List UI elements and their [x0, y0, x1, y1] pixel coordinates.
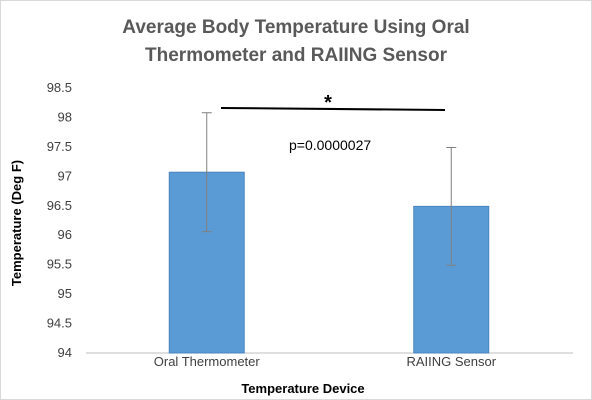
- y-tick-label: 95: [58, 286, 72, 301]
- x-tick-label: Oral Thermometer: [154, 354, 261, 369]
- y-tick-label: 97: [58, 168, 72, 183]
- y-tick-label: 97.5: [47, 139, 72, 154]
- y-tick-label: 96.5: [47, 198, 72, 213]
- y-tick-label: 95.5: [47, 257, 72, 272]
- y-axis-ticks: 94 94.5 95 95.5 96 96.5 97 97.5 98 98.5: [47, 80, 72, 360]
- significance-line: [220, 107, 446, 111]
- y-tick-label: 98: [58, 109, 72, 124]
- y-tick-label: 94: [58, 345, 72, 360]
- error-bars-group: [201, 112, 457, 266]
- bars-group: [168, 171, 490, 354]
- x-axis-ticks: Oral Thermometer RAIING Sensor: [154, 354, 497, 369]
- x-axis-title: Temperature Device: [241, 381, 364, 396]
- chart-title-line-2: Thermometer and RAIING Sensor: [145, 45, 448, 66]
- y-axis-title: Temperature (Deg F): [9, 160, 24, 286]
- significance-star: *: [324, 92, 332, 114]
- y-tick-label: 94.5: [47, 316, 72, 331]
- x-tick-label: RAIING Sensor: [406, 354, 496, 369]
- p-value-label: p=0.0000027: [289, 137, 371, 153]
- y-tick-label: 98.5: [47, 80, 72, 95]
- chart-title-line-1: Average Body Temperature Using Oral: [122, 17, 469, 38]
- y-tick-label: 96: [58, 227, 72, 242]
